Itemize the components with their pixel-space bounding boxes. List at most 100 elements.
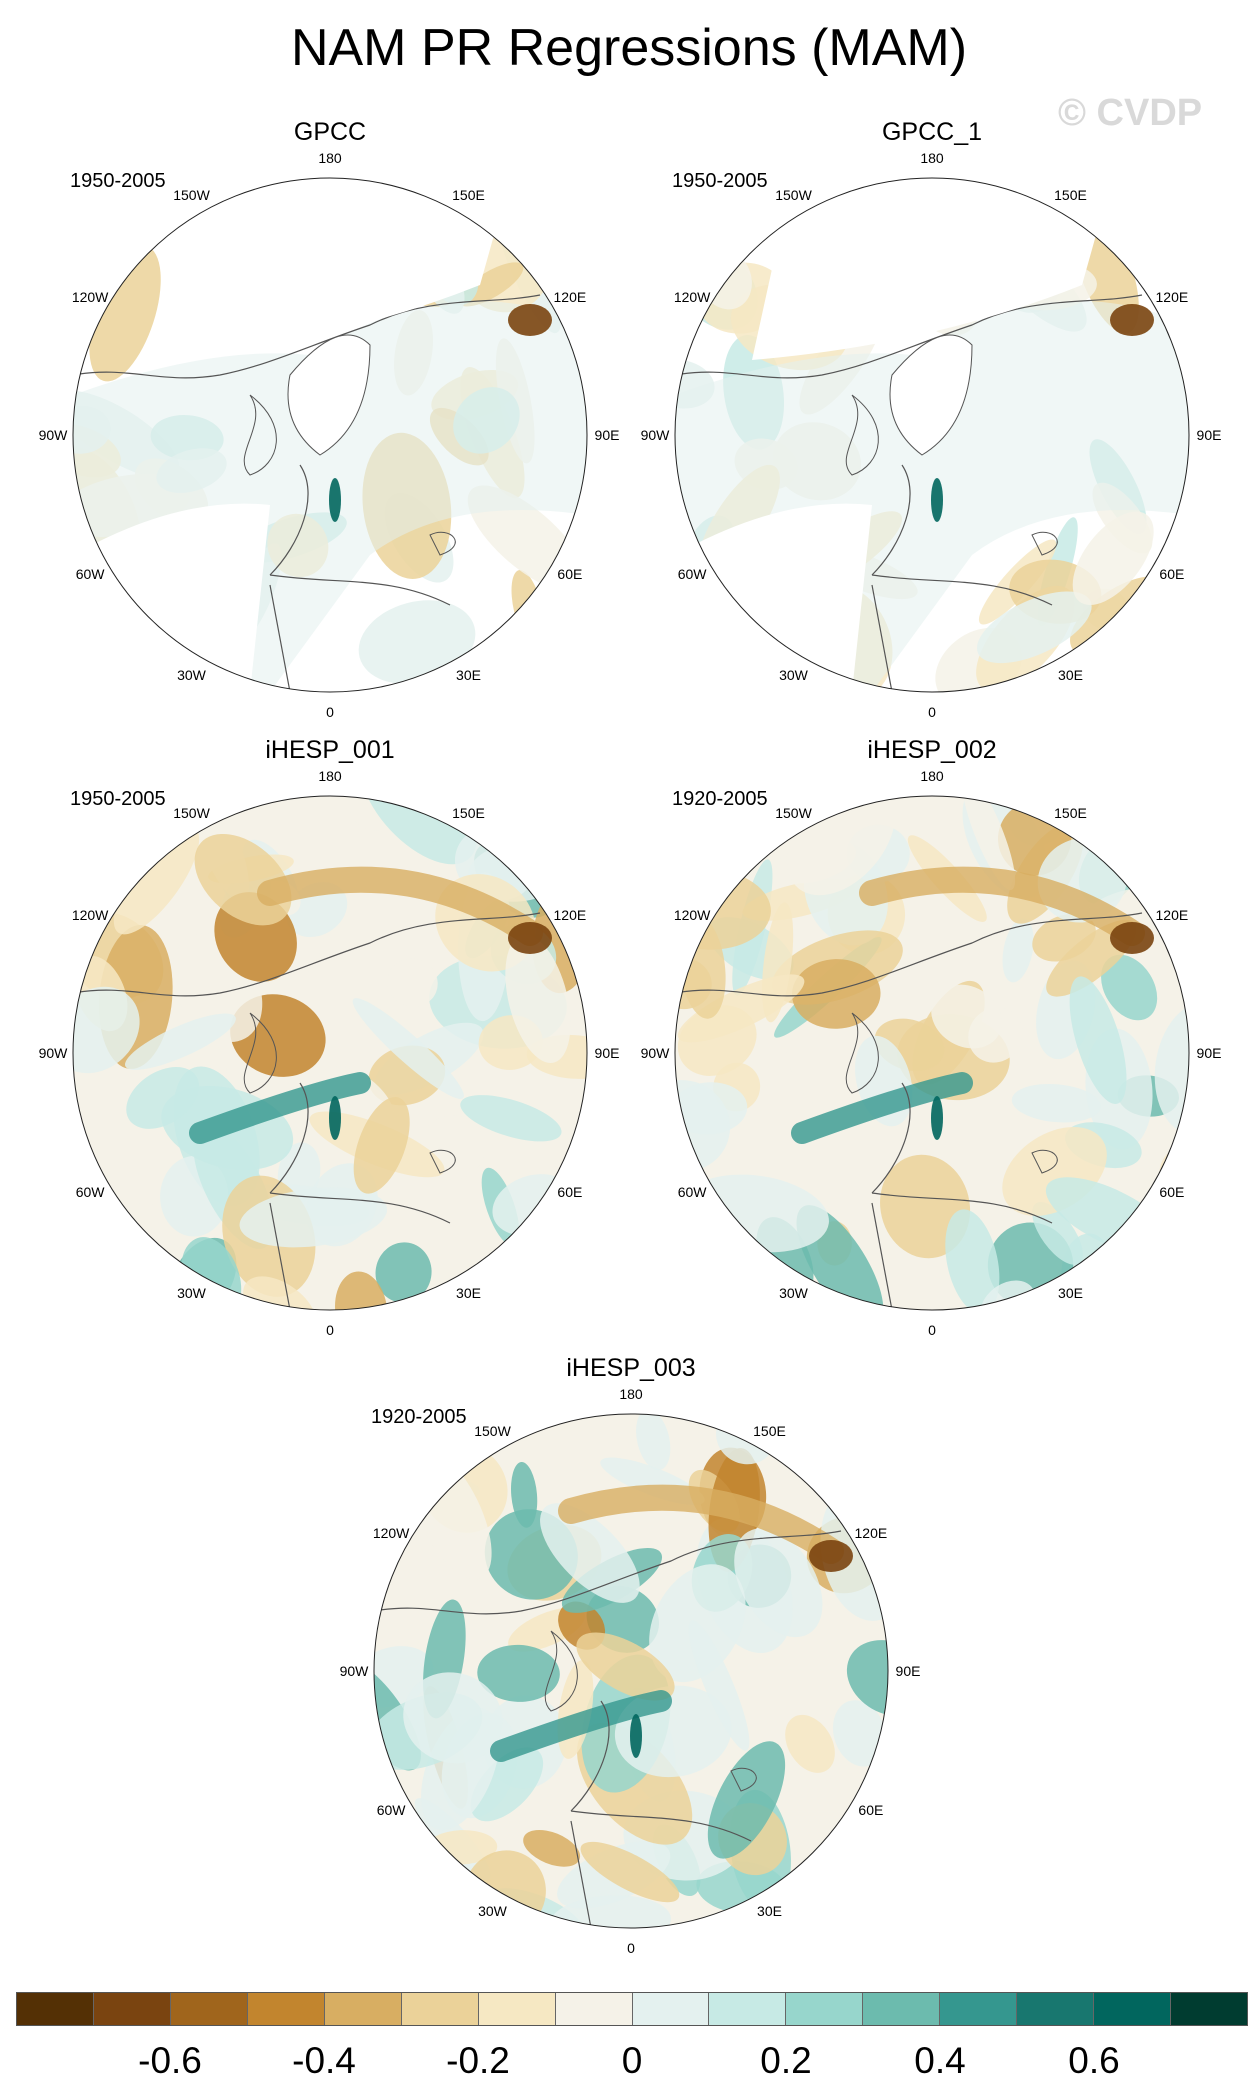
longitude-label: 30W [177, 1284, 206, 1301]
strong-positive-anomaly [931, 478, 943, 522]
map-boundary [373, 1413, 889, 1929]
colorbar-swatch [93, 1993, 171, 2025]
longitude-label: 120W [372, 1524, 410, 1541]
longitude-label: 90W [640, 427, 670, 443]
longitude-label: 60W [677, 1183, 707, 1200]
colorbar-tick-label: 0.2 [760, 2040, 812, 2081]
coastline [675, 294, 1143, 379]
longitude-label: 150E [452, 805, 485, 822]
map-panel [373, 1413, 889, 1929]
field-anomaly [470, 1747, 544, 1822]
field-anomaly [126, 1067, 200, 1129]
longitude-label: 30E [1058, 1284, 1083, 1301]
greenland-coast [845, 1012, 879, 1094]
field-anomaly [239, 1187, 388, 1248]
greenland-coast [243, 394, 277, 476]
panel-title: iHESP_001 [265, 736, 395, 764]
longitude-label: 60E [1159, 565, 1185, 582]
cvdp-watermark: © CVDP [1058, 92, 1203, 134]
colorbar-swatch [478, 1993, 556, 2025]
longitude-label: 180 [318, 150, 342, 166]
coastline [675, 912, 1143, 997]
map-boundary [674, 177, 1190, 693]
panel-period: 1950-2005 [70, 788, 166, 810]
caspian-coast [730, 1767, 757, 1792]
longitude-label: 150W [775, 805, 812, 822]
strong-negative-anomaly [508, 304, 552, 336]
panel-period: 1950-2005 [672, 170, 768, 192]
longitude-label: 150E [1054, 805, 1087, 822]
coastline [269, 464, 451, 692]
longitude-label: 30E [456, 666, 481, 683]
longitude-label: 150W [173, 805, 210, 822]
brown-arc [558, 1484, 844, 1564]
longitude-label: 0 [326, 1322, 334, 1338]
longitude-label: 120W [71, 288, 109, 305]
longitude-label: 0 [928, 1322, 936, 1338]
strong-negative-anomaly [1110, 304, 1154, 336]
brown-arc [257, 866, 543, 946]
colorbar-swatch [863, 1993, 941, 2025]
pacific-ocean-mask [752, 178, 1112, 360]
panel-period: 1920-2005 [371, 1406, 467, 1428]
longitude-label: 120E [553, 906, 587, 923]
caspian-coast [429, 531, 456, 556]
longitude-label: 90E [895, 1663, 921, 1679]
map-panel [72, 795, 588, 1311]
colorbar-swatch [324, 1993, 402, 2025]
longitude-label: 90E [1196, 1045, 1222, 1061]
field-anomaly [125, 1013, 236, 1070]
coastline [871, 464, 1053, 692]
longitude-label: 120W [673, 906, 711, 923]
map-panel [674, 177, 1190, 693]
field-anomaly [358, 600, 476, 684]
field-anomaly [846, 1640, 888, 1717]
field-anomaly [707, 1741, 786, 1859]
coastline [374, 1530, 842, 1615]
field-anomaly [89, 245, 161, 382]
longitude-label: 90W [38, 1045, 68, 1061]
field-anomaly [523, 1829, 581, 1867]
field-anomaly [677, 974, 805, 1043]
caspian-coast [429, 1149, 456, 1174]
longitude-label: 0 [627, 1940, 635, 1956]
colorbar-swatch [940, 1993, 1018, 2025]
longitude-label: 90E [594, 1045, 620, 1061]
longitude-label: 180 [920, 150, 944, 166]
field-anomaly [1002, 918, 1034, 983]
longitude-label: 30W [779, 1284, 808, 1301]
field-anomaly [931, 984, 1002, 1049]
colorbar-tick-label: -0.4 [292, 2040, 356, 2081]
longitude-label: 90E [594, 427, 620, 443]
longitude-label: 120E [1155, 906, 1189, 923]
longitude-label: 150W [775, 187, 812, 204]
greenland-coast [243, 1012, 277, 1094]
colorbar-tick-label: -0.2 [446, 2040, 510, 2081]
longitude-label: 120E [553, 288, 587, 305]
colorbar-swatch [247, 1993, 325, 2025]
colorbar-swatch [1017, 1993, 1095, 2025]
colorbar-swatch [1171, 1993, 1247, 2025]
longitude-label: 30W [177, 666, 206, 683]
coastline [269, 1082, 451, 1310]
map-boundary [674, 795, 1190, 1311]
field-anomaly [580, 1841, 680, 1903]
longitude-label: 150W [173, 187, 210, 204]
figure-title: NAM PR Regressions (MAM) [290, 19, 968, 77]
field-anomaly [113, 825, 200, 935]
field-anomaly [1032, 1202, 1083, 1265]
field-anomaly [1069, 976, 1127, 1104]
coastline [73, 294, 541, 379]
longitude-label: 120W [673, 288, 711, 305]
colorbar-swatch [786, 1993, 864, 2025]
longitude-label: 60E [557, 1183, 583, 1200]
longitude-label: 60W [75, 565, 105, 582]
coastline [570, 1700, 752, 1928]
arctic-ocean-mask [889, 334, 973, 456]
colorbar-tick-label: 0.4 [914, 2040, 966, 2081]
map-boundary [72, 177, 588, 693]
coastline [871, 1082, 1053, 1310]
field-anomaly [477, 1644, 560, 1702]
strong-positive-anomaly [931, 1096, 943, 1140]
strong-positive-anomaly [329, 478, 341, 522]
